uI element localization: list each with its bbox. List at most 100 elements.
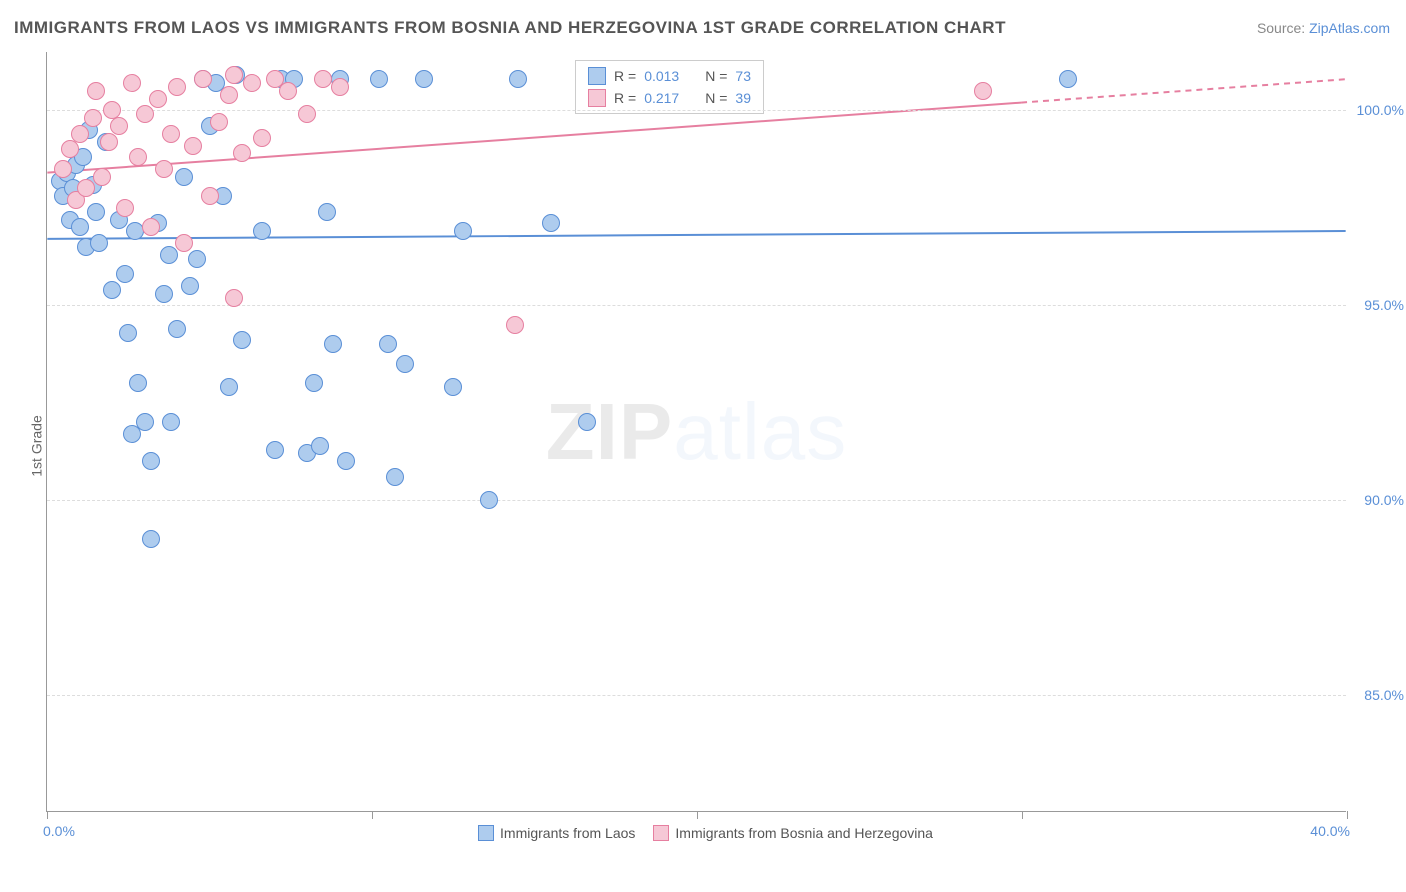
y-axis-label: 1st Grade	[29, 415, 45, 476]
legend-series-label: Immigrants from Laos	[500, 825, 635, 841]
scatter-point	[578, 413, 596, 431]
scatter-point	[454, 222, 472, 240]
scatter-point	[175, 168, 193, 186]
x-tick	[697, 811, 698, 819]
y-tick-label: 95.0%	[1350, 297, 1404, 313]
stat-r-label: R =	[614, 90, 636, 106]
scatter-point	[188, 250, 206, 268]
scatter-point	[184, 137, 202, 155]
scatter-point	[116, 265, 134, 283]
scatter-point	[253, 222, 271, 240]
stat-n-label: N =	[705, 68, 727, 84]
scatter-point	[142, 452, 160, 470]
trend-lines-svg	[47, 52, 1346, 811]
legend-swatch	[478, 825, 494, 841]
scatter-point	[175, 234, 193, 252]
scatter-point	[149, 90, 167, 108]
scatter-point	[103, 281, 121, 299]
scatter-point	[279, 82, 297, 100]
scatter-point	[110, 117, 128, 135]
scatter-point	[444, 378, 462, 396]
y-gridline	[47, 695, 1346, 696]
legend-swatch	[653, 825, 669, 841]
scatter-point	[119, 324, 137, 342]
x-tick	[1347, 811, 1348, 819]
legend-swatch	[588, 89, 606, 107]
y-tick-label: 85.0%	[1350, 687, 1404, 703]
scatter-point	[506, 316, 524, 334]
scatter-point	[480, 491, 498, 509]
scatter-point	[77, 179, 95, 197]
scatter-point	[90, 234, 108, 252]
y-gridline	[47, 500, 1346, 501]
scatter-point	[136, 413, 154, 431]
scatter-point	[181, 277, 199, 295]
scatter-point	[155, 285, 173, 303]
scatter-point	[93, 168, 111, 186]
scatter-point	[542, 214, 560, 232]
scatter-point	[509, 70, 527, 88]
scatter-point	[233, 331, 251, 349]
correlation-legend: R =0.013N =73R =0.217N =39	[575, 60, 764, 114]
y-gridline	[47, 110, 1346, 111]
scatter-point	[194, 70, 212, 88]
correlation-legend-row: R = 0.013 N = 73	[576, 65, 763, 87]
scatter-point	[974, 82, 992, 100]
scatter-point	[162, 413, 180, 431]
scatter-point	[71, 125, 89, 143]
scatter-point	[233, 144, 251, 162]
scatter-point	[84, 109, 102, 127]
series-legend: Immigrants from LaosImmigrants from Bosn…	[47, 825, 1346, 841]
x-tick	[47, 811, 48, 819]
scatter-point	[116, 199, 134, 217]
scatter-point	[54, 160, 72, 178]
stat-r-label: R =	[614, 68, 636, 84]
stat-r-value: 0.013	[644, 68, 679, 84]
scatter-point	[168, 78, 186, 96]
scatter-point	[142, 530, 160, 548]
stat-n-value: 39	[735, 90, 751, 106]
scatter-point	[337, 452, 355, 470]
scatter-point	[136, 105, 154, 123]
scatter-point	[415, 70, 433, 88]
scatter-point	[123, 74, 141, 92]
scatter-point	[253, 129, 271, 147]
stat-n-label: N =	[705, 90, 727, 106]
scatter-point	[210, 113, 228, 131]
x-tick	[372, 811, 373, 819]
scatter-point	[100, 133, 118, 151]
scatter-point	[225, 289, 243, 307]
scatter-point	[129, 148, 147, 166]
plot-area: ZIPatlas R =0.013N =73R =0.217N =39 0.0%…	[46, 52, 1346, 812]
scatter-point	[155, 160, 173, 178]
scatter-point	[142, 218, 160, 236]
scatter-point	[61, 140, 79, 158]
scatter-point	[266, 441, 284, 459]
scatter-point	[396, 355, 414, 373]
scatter-point	[126, 222, 144, 240]
scatter-point	[129, 374, 147, 392]
scatter-point	[311, 437, 329, 455]
scatter-point	[201, 187, 219, 205]
correlation-legend-row: R =0.217N =39	[576, 87, 763, 109]
y-gridline	[47, 305, 1346, 306]
scatter-point	[225, 66, 243, 84]
x-tick	[1022, 811, 1023, 819]
scatter-point	[71, 218, 89, 236]
legend-swatch	[588, 67, 606, 85]
trend-line	[47, 231, 1345, 239]
scatter-point	[331, 78, 349, 96]
y-tick-label: 100.0%	[1350, 102, 1404, 118]
source-link[interactable]: ZipAtlas.com	[1309, 20, 1390, 36]
scatter-point	[243, 74, 261, 92]
chart-container: IMMIGRANTS FROM LAOS VS IMMIGRANTS FROM …	[0, 0, 1406, 892]
stat-n-value: 73	[735, 68, 751, 84]
scatter-point	[168, 320, 186, 338]
scatter-point	[324, 335, 342, 353]
scatter-point	[220, 378, 238, 396]
scatter-point	[318, 203, 336, 221]
source-attribution: Source: ZipAtlas.com	[1257, 20, 1390, 36]
scatter-point	[305, 374, 323, 392]
scatter-point	[379, 335, 397, 353]
y-tick-label: 90.0%	[1350, 492, 1404, 508]
